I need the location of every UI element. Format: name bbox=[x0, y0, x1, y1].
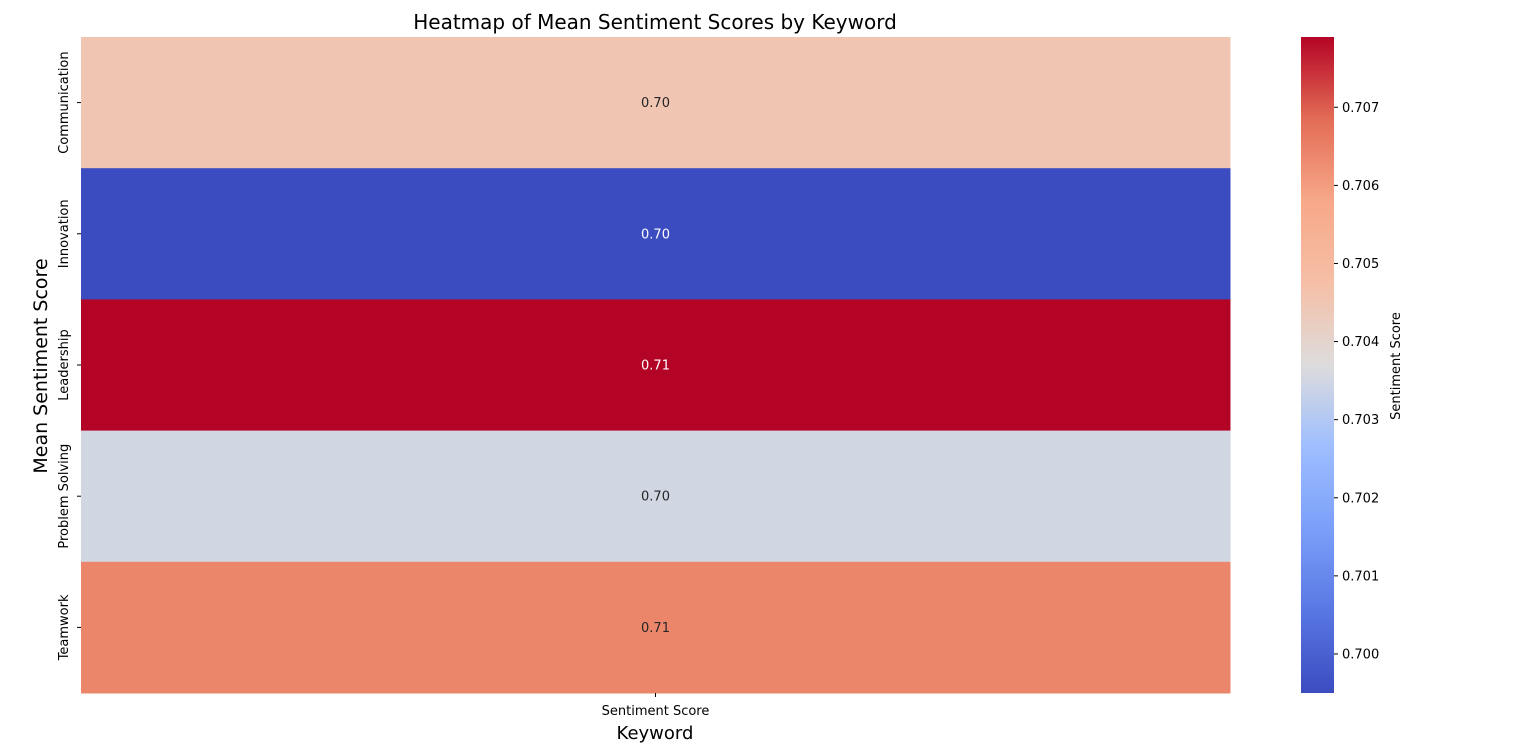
colorbar-tick-label: 0.702 bbox=[1342, 491, 1379, 506]
row-tick-label: Leadership bbox=[57, 329, 72, 400]
colorbar bbox=[1301, 37, 1334, 693]
colorbar-ticks: 0.700 0.701 0.702 0.703 0.704 0.705 0.706 0.707 bbox=[1334, 101, 1379, 662]
row-tick-labels: Communication Innovation Leadership Problem… bbox=[57, 51, 81, 661]
cell-value-label: 0.70 bbox=[641, 227, 670, 242]
cell-value-label: 0.70 bbox=[641, 96, 670, 111]
heatmap-cell bbox=[81, 561, 1231, 694]
chart-title: Heatmap of Mean Sentiment Scores by Keyw… bbox=[413, 10, 897, 34]
heatmap-cell-labels: 0.70 0.70 0.71 0.70 0.71 bbox=[641, 96, 670, 636]
heatmap-cell bbox=[81, 299, 1231, 432]
column-tick-labels: Sentiment Score bbox=[602, 693, 710, 719]
row-tick-label: Communication bbox=[57, 51, 72, 153]
row-tick-label: Teamwork bbox=[57, 594, 72, 661]
row-tick-label: Innovation bbox=[57, 199, 72, 268]
cell-value-label: 0.70 bbox=[641, 490, 670, 505]
heatmap-cell bbox=[81, 168, 1231, 300]
cell-value-label: 0.71 bbox=[641, 621, 670, 636]
colorbar-label: Sentiment Score bbox=[1389, 312, 1404, 420]
heatmap-cells bbox=[81, 37, 1231, 694]
colorbar-tick-label: 0.706 bbox=[1342, 179, 1379, 194]
colorbar-tick-label: 0.707 bbox=[1342, 101, 1379, 116]
y-axis-label: Mean Sentiment Score bbox=[30, 258, 52, 473]
heatmap-cell bbox=[81, 430, 1231, 563]
column-tick-label: Sentiment Score bbox=[602, 704, 710, 719]
colorbar-tick-label: 0.703 bbox=[1342, 413, 1379, 428]
cell-value-label: 0.71 bbox=[641, 359, 670, 374]
colorbar-tick-label: 0.701 bbox=[1342, 569, 1379, 584]
colorbar-tick-label: 0.700 bbox=[1342, 647, 1379, 662]
heatmap-cell bbox=[81, 37, 1231, 169]
colorbar-tick-label: 0.705 bbox=[1342, 257, 1379, 272]
row-tick-label: Problem Solving bbox=[57, 444, 72, 549]
x-axis-label: Keyword bbox=[617, 723, 694, 744]
colorbar-tick-label: 0.704 bbox=[1342, 335, 1379, 350]
